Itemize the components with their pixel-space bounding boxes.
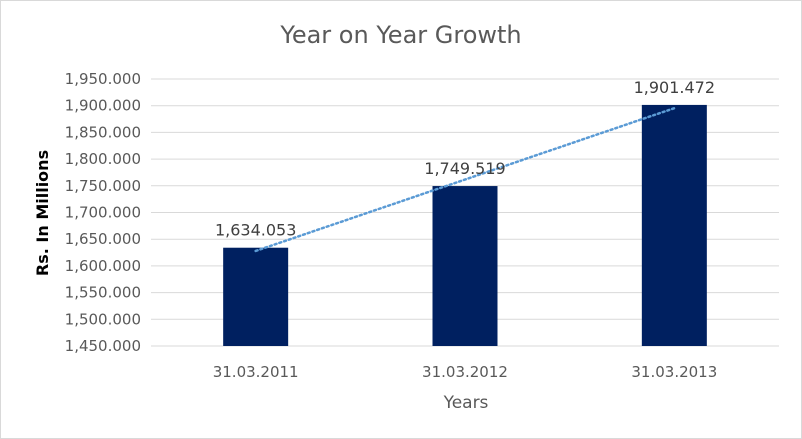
y-tick-label: 1,750.000 [65, 177, 141, 195]
data-label: 1,634.053 [215, 221, 296, 240]
y-tick-label: 1,450.000 [65, 337, 141, 355]
y-tick-label: 1,950.000 [65, 70, 141, 88]
x-tick-label: 31.03.2013 [631, 363, 717, 381]
y-tick-label: 1,850.000 [65, 123, 141, 141]
y-tick-label: 1,650.000 [65, 230, 141, 248]
y-tick-label: 1,550.000 [65, 284, 141, 302]
bars [223, 104, 707, 346]
x-tick-label: 31.03.2012 [422, 363, 508, 381]
trendline [254, 106, 676, 253]
trendline-group [254, 106, 676, 253]
y-tick-label: 1,500.000 [65, 310, 141, 328]
data-labels: 1,634.053 1,749.519 1,901.472 [215, 78, 715, 240]
y-axis-title: Rs. In Millions [33, 150, 52, 276]
x-tick-label: 31.03.2011 [213, 363, 299, 381]
y-tick-label: 1,900.000 [65, 97, 141, 115]
y-tick-label: 1,800.000 [65, 150, 141, 168]
x-axis-ticks: 31.03.2011 31.03.2012 31.03.2013 [213, 363, 718, 381]
y-axis-ticks: 1,450.000 1,500.000 1,550.000 1,600.000 1,65… [65, 70, 141, 355]
bar [641, 104, 707, 346]
x-axis-title: Years [443, 393, 489, 413]
data-label: 1,749.519 [424, 159, 505, 178]
bar [223, 247, 289, 346]
y-tick-label: 1,700.000 [65, 204, 141, 222]
chart-title: Year on Year Growth [280, 21, 522, 49]
bar [432, 186, 498, 346]
data-label: 1,901.472 [634, 78, 715, 97]
y-tick-label: 1,600.000 [65, 257, 141, 275]
